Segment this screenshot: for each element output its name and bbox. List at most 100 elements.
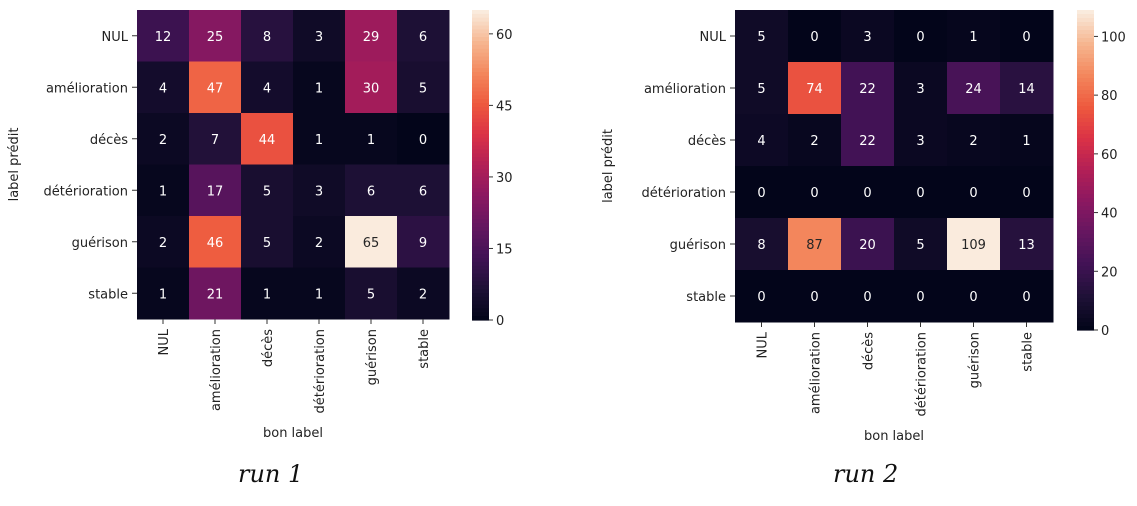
cell-value-label: 2 xyxy=(159,236,167,251)
heatmap-cell xyxy=(293,61,346,114)
heatmap-cell xyxy=(788,114,842,167)
colorbar-segment xyxy=(472,141,489,147)
colorbar-segment xyxy=(1077,266,1094,271)
x-tick-label: détérioration xyxy=(313,329,328,413)
x-tick-label: décès xyxy=(261,329,276,367)
colorbar-tick-label: 80 xyxy=(1101,89,1118,104)
heatmap-cell xyxy=(1000,62,1054,115)
cell-value-label: 14 xyxy=(1018,82,1035,97)
colorbar-segment xyxy=(1077,102,1094,107)
cell-value-label: 21 xyxy=(207,287,224,302)
colorbar-segment xyxy=(1077,262,1094,267)
colorbar-tick-label: 30 xyxy=(496,171,513,186)
colorbar-segment xyxy=(1077,114,1094,119)
figure-caption: run 2 xyxy=(833,460,899,488)
colorbar-segment xyxy=(1077,10,1094,15)
cell-value-label: 0 xyxy=(1022,186,1030,201)
cell-value-label: 1 xyxy=(315,133,323,148)
cell-value-label: 0 xyxy=(863,290,871,305)
x-axis-title: bon label xyxy=(263,426,323,441)
colorbar-segment xyxy=(1077,170,1094,175)
colorbar-segment xyxy=(472,203,489,209)
colorbar-segment xyxy=(1077,18,1094,23)
cell-value-label: 0 xyxy=(969,186,977,201)
colorbar-segment xyxy=(472,41,489,46)
colorbar-segment xyxy=(1077,134,1094,139)
colorbar-segment xyxy=(1077,154,1094,159)
colorbar-segment xyxy=(472,165,489,170)
heatmap-cell xyxy=(894,270,948,323)
colorbar-segment xyxy=(1077,126,1094,131)
colorbar-segment xyxy=(472,211,489,216)
colorbar-segment xyxy=(1077,46,1094,51)
heatmap-cell xyxy=(947,270,1001,323)
colorbar-tick-label: 20 xyxy=(1101,265,1118,280)
colorbar-segment xyxy=(472,52,489,58)
cell-value-label: 2 xyxy=(159,133,167,148)
y-tick-label: NUL xyxy=(700,30,727,45)
colorbar-segment xyxy=(472,219,489,224)
colorbar-segment xyxy=(472,215,489,220)
colorbar-segment xyxy=(472,168,489,174)
colorbar-segment xyxy=(472,176,489,182)
colorbar-segment xyxy=(472,281,489,286)
colorbar-segment xyxy=(1077,54,1094,59)
colorbar-segment xyxy=(472,99,489,104)
colorbar-segment xyxy=(1077,66,1094,71)
cell-value-label: 1 xyxy=(1022,134,1030,149)
heatmap-chart-run-2: 5 0 3 0 1 05 74 22 3 24 144 2 22 3 2 10 0 0 0 0 08 87 20 5 109 13… xyxy=(601,10,1126,444)
heatmap-cell xyxy=(241,113,294,165)
heatmap-cell xyxy=(735,270,789,323)
colorbar-segment xyxy=(1077,166,1094,171)
colorbar-segment xyxy=(472,304,489,309)
colorbar-segment xyxy=(1077,222,1094,227)
cell-value-label: 3 xyxy=(916,134,924,149)
heatmap-cell xyxy=(397,267,450,320)
heatmap-cell xyxy=(137,216,190,268)
colorbar-segment xyxy=(1077,86,1094,91)
colorbar-segment xyxy=(1077,34,1094,39)
cell-value-label: 17 xyxy=(207,184,224,199)
heatmap-cell xyxy=(397,216,450,268)
cell-value-label: 13 xyxy=(1018,238,1035,253)
cell-value-label: 6 xyxy=(419,30,427,45)
colorbar-segment xyxy=(1077,22,1094,27)
colorbar-segment xyxy=(1077,130,1094,135)
cell-value-label: 87 xyxy=(806,238,823,253)
colorbar-segment xyxy=(1077,282,1094,287)
colorbar-segment xyxy=(472,17,489,23)
colorbar-segment xyxy=(1077,162,1094,167)
colorbar-segment xyxy=(472,273,489,278)
heatmap-cell xyxy=(1000,270,1054,323)
colorbar-segment xyxy=(472,25,489,30)
colorbar-segment xyxy=(472,269,489,275)
colorbar-segment xyxy=(1077,290,1094,295)
cell-value-label: 5 xyxy=(263,236,271,251)
heatmap-cell xyxy=(788,166,842,219)
y-tick-label: guérison xyxy=(670,238,726,253)
heatmap-cell xyxy=(1000,218,1054,271)
colorbar-segment xyxy=(1077,298,1094,303)
colorbar-tick-label: 60 xyxy=(496,28,513,43)
colorbar-segment xyxy=(1077,42,1094,47)
cell-value-label: 0 xyxy=(1022,30,1030,45)
cell-value-label: 0 xyxy=(916,30,924,45)
heatmap-cell xyxy=(894,62,948,115)
cell-value-label: 0 xyxy=(1022,290,1030,305)
heatmap-cell xyxy=(293,164,346,217)
colorbar-segment xyxy=(472,192,489,197)
x-tick-label: amélioration xyxy=(209,329,224,411)
cell-value-label: 0 xyxy=(757,290,765,305)
cell-value-label: 1 xyxy=(159,184,167,199)
colorbar-segment xyxy=(472,37,489,42)
heatmap-cell xyxy=(788,218,842,271)
colorbar-segment xyxy=(1077,194,1094,199)
colorbar-segment xyxy=(472,261,489,267)
cell-value-label: 6 xyxy=(367,184,375,199)
colorbar-segment xyxy=(472,312,489,317)
colorbar-segment xyxy=(1077,110,1094,115)
colorbar-segment xyxy=(1077,94,1094,99)
colorbar-segment xyxy=(472,56,489,61)
colorbar-segment xyxy=(472,184,489,189)
colorbar-segment xyxy=(1077,158,1094,163)
